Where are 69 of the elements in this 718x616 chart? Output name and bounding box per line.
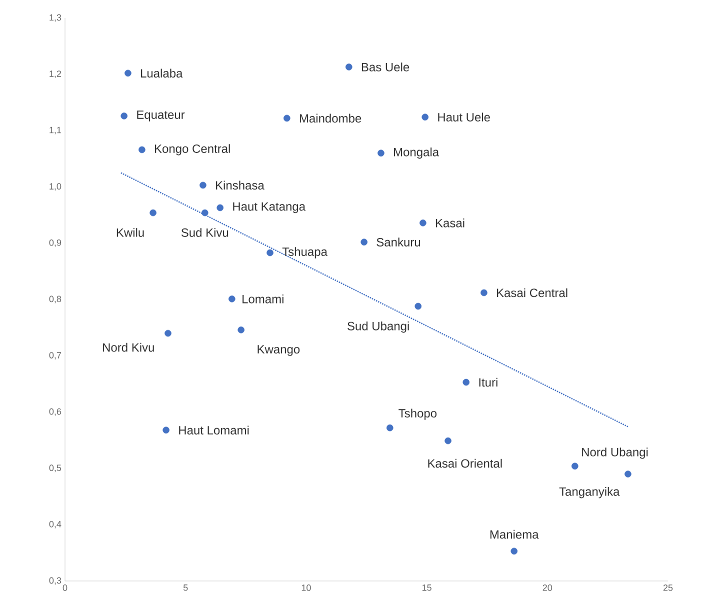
point [200,182,206,189]
annotation: Nord Kivu [103,342,154,352]
annotation: Tanganyika [559,487,620,498]
annotation: Kasai [436,218,464,228]
point [238,326,244,334]
annotation: Kinshasa [216,180,264,190]
y-tick-label: 1,0 [50,183,62,191]
point [386,424,394,432]
y-tick-label: 0,4 [49,520,62,528]
annotation: Lomami [242,294,284,304]
point [420,220,426,226]
annotation: Kwilu [116,228,144,237]
x-tick-label: 5 [183,584,188,591]
point [444,437,452,444]
annotation: Nord Ubangi [582,448,648,459]
annotation: Kwango [258,345,300,356]
annotation: Equateur [137,110,185,122]
point [360,238,368,246]
point [480,289,488,296]
y-tick-label: 0,3 [49,577,62,585]
annotation: Bas Uele [362,62,410,72]
point [228,296,236,302]
point [571,462,578,470]
point [345,64,352,70]
x-tick-label: 20 [542,584,552,591]
annotation: Sud Ubangi [348,322,409,333]
y-tick-label: 1,3 [50,14,62,22]
y-tick-label: 0,7 [49,352,62,360]
annotation: Kasai Oriental [428,458,502,468]
point [138,146,146,154]
annotation: Maindombe [300,114,362,123]
y-tick-label: 0,9 [49,239,62,247]
x-tick-label: 25 [663,584,673,591]
y-tick-label: 1,1 [50,126,62,134]
point [510,548,518,555]
annotation: Kasai Central [497,288,568,298]
annotation: Maniema [490,530,539,539]
annotation: Tshopo [398,408,437,420]
annotation: Haut Katanga [233,202,306,214]
annotation: Haut Lomami [179,426,249,434]
annotation: Sankuru [376,238,420,246]
x-tick-label: 15 [422,584,432,591]
annotation: Haut Uele [438,112,490,122]
point [462,378,470,386]
point [164,330,172,337]
point [414,302,422,310]
point [202,209,208,216]
annotation: Ituri [479,378,498,387]
point [150,209,156,216]
y-tick-label: 1,2 [50,70,62,78]
annotation: Sud Kivu [181,228,228,237]
annotation: Mongala [394,148,440,159]
y-tick-label: 0,6 [49,408,62,416]
point [422,114,429,120]
point [124,70,132,77]
annotation: Kongo Central [154,144,230,156]
y-tick-label: 0,8 [49,296,62,304]
point [216,204,224,212]
point [378,150,384,157]
point [120,112,128,120]
annotation: Tshuapa [282,247,328,258]
x-tick-label: 10 [302,584,311,591]
point [284,114,290,122]
annotation: Lualaba [141,68,183,78]
x-tick-label: 0 [62,584,68,591]
point [624,470,632,478]
point [266,249,274,256]
y-tick-label: 0,5 [49,464,62,472]
point [162,426,170,434]
